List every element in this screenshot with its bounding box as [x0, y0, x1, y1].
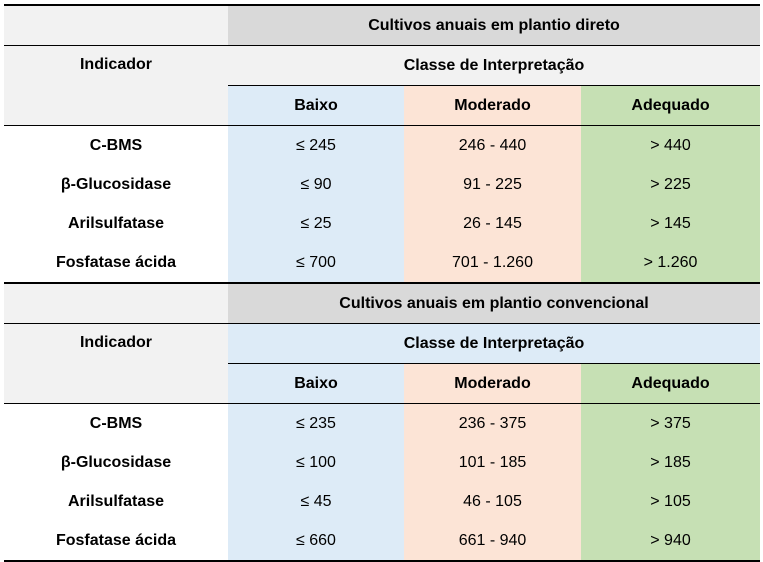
adequado-cell: > 145 — [581, 204, 761, 243]
baixo-cell: ≤ 90 — [228, 165, 404, 204]
indicator-header: Indicador — [4, 45, 228, 126]
table-row: Fosfatase ácida ≤ 700 701 - 1.260 > 1.26… — [4, 243, 761, 284]
moderado-cell: 101 - 185 — [404, 443, 581, 482]
table-row: Arilsulfatase ≤ 25 26 - 145 > 145 — [4, 204, 761, 243]
adequado-cell: > 185 — [581, 443, 761, 482]
class-header: Classe de Interpretação — [228, 45, 761, 86]
moderado-cell: 236 - 375 — [404, 403, 581, 443]
class-header-row: Indicador Classe de Interpretação — [4, 323, 761, 404]
indicator-cell: Fosfatase ácida — [4, 521, 228, 562]
indicator-cell: C-BMS — [4, 125, 228, 165]
table-row: β-Glucosidase ≤ 90 91 - 225 > 225 — [4, 165, 761, 204]
indicator-cell: Fosfatase ácida — [4, 243, 228, 284]
indicator-cell: Arilsulfatase — [4, 482, 228, 521]
baixo-cell: ≤ 660 — [228, 521, 404, 562]
level-header-adequado: Adequado — [581, 85, 761, 126]
interpretation-table: Cultivos anuais em plantio direto Indica… — [4, 4, 761, 562]
adequado-cell: > 940 — [581, 521, 761, 562]
class-header: Classe de Interpretação — [228, 323, 761, 364]
moderado-cell: 701 - 1.260 — [404, 243, 581, 284]
table-row: Arilsulfatase ≤ 45 46 - 105 > 105 — [4, 482, 761, 521]
section-title-spacer — [4, 282, 228, 324]
section-title: Cultivos anuais em plantio convencional — [228, 282, 761, 324]
level-header-baixo: Baixo — [228, 363, 404, 404]
section-title-spacer — [4, 4, 228, 46]
adequado-cell: > 375 — [581, 403, 761, 443]
table-row: β-Glucosidase ≤ 100 101 - 185 > 185 — [4, 443, 761, 482]
indicator-cell: β-Glucosidase — [4, 165, 228, 204]
moderado-cell: 91 - 225 — [404, 165, 581, 204]
level-header-adequado: Adequado — [581, 363, 761, 404]
indicator-cell: C-BMS — [4, 403, 228, 443]
moderado-cell: 26 - 145 — [404, 204, 581, 243]
adequado-cell: > 105 — [581, 482, 761, 521]
level-header-row: Baixo Moderado Adequado — [4, 363, 761, 404]
table-row: Fosfatase ácida ≤ 660 661 - 940 > 940 — [4, 521, 761, 562]
level-header-moderado: Moderado — [404, 85, 581, 126]
level-header-baixo: Baixo — [228, 85, 404, 126]
baixo-cell: ≤ 700 — [228, 243, 404, 284]
table-row: C-BMS ≤ 235 236 - 375 > 375 — [4, 403, 761, 443]
section-title: Cultivos anuais em plantio direto — [228, 4, 761, 46]
table-row: C-BMS ≤ 245 246 - 440 > 440 — [4, 125, 761, 165]
moderado-cell: 46 - 105 — [404, 482, 581, 521]
adequado-cell: > 1.260 — [581, 243, 761, 284]
baixo-cell: ≤ 45 — [228, 482, 404, 521]
indicator-cell: Arilsulfatase — [4, 204, 228, 243]
baixo-cell: ≤ 100 — [228, 443, 404, 482]
indicator-cell: β-Glucosidase — [4, 443, 228, 482]
adequado-cell: > 225 — [581, 165, 761, 204]
adequado-cell: > 440 — [581, 125, 761, 165]
level-header-row: Baixo Moderado Adequado — [4, 85, 761, 126]
section-title-row: Cultivos anuais em plantio convencional — [4, 282, 761, 324]
interpretation-tables: Cultivos anuais em plantio direto Indica… — [4, 4, 761, 562]
moderado-cell: 661 - 940 — [404, 521, 581, 562]
class-header-row: Indicador Classe de Interpretação — [4, 45, 761, 126]
level-header-moderado: Moderado — [404, 363, 581, 404]
baixo-cell: ≤ 245 — [228, 125, 404, 165]
section-title-row: Cultivos anuais em plantio direto — [4, 4, 761, 46]
baixo-cell: ≤ 235 — [228, 403, 404, 443]
moderado-cell: 246 - 440 — [404, 125, 581, 165]
baixo-cell: ≤ 25 — [228, 204, 404, 243]
indicator-header: Indicador — [4, 323, 228, 404]
